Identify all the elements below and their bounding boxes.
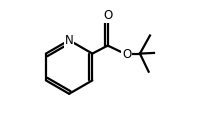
Text: N: N [65, 34, 73, 47]
Text: O: O [122, 47, 131, 61]
Text: O: O [103, 9, 112, 22]
